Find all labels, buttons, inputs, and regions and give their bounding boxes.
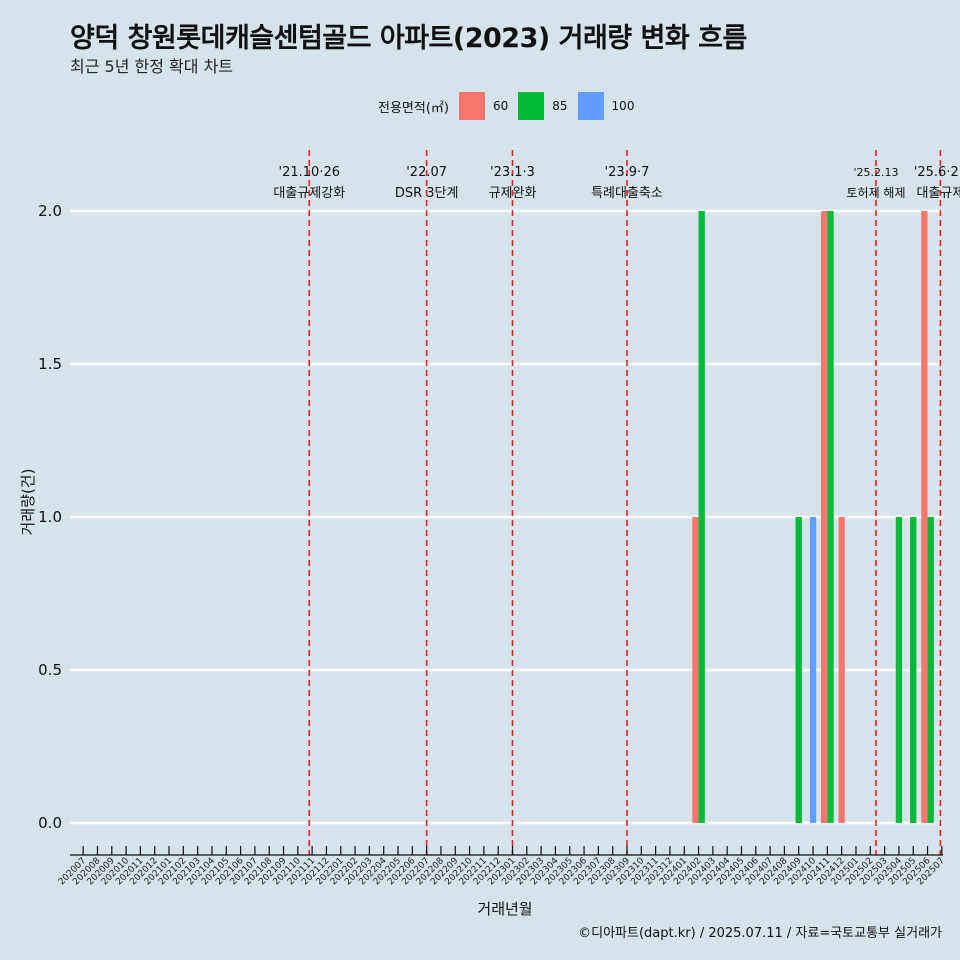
y-tick-label: 1.0	[38, 508, 62, 526]
bar-layer	[692, 211, 934, 823]
annotation-label: 토허제 해제	[847, 186, 906, 200]
annotation-date: '23.9·7	[605, 165, 650, 180]
y-tick-label: 0.0	[38, 814, 62, 832]
bar-60-202506	[921, 211, 928, 823]
annotation-label: DSR 3단계	[395, 186, 459, 201]
legend-item-60: 60	[458, 92, 509, 120]
bar-85-202411	[827, 211, 834, 823]
legend-label-85: 85	[552, 99, 568, 113]
y-axis-title: 거래량(건)	[19, 469, 37, 536]
annotation-label: 특례대출축소	[591, 186, 663, 201]
annotation-label: 규제완화	[489, 186, 537, 201]
x-axis-title: 거래년월	[477, 900, 532, 918]
bar-85-202409	[795, 517, 802, 823]
legend-swatch-100	[577, 92, 604, 120]
bar-60-202412	[838, 517, 845, 823]
annotation-date: '23.1·3	[490, 165, 535, 180]
bar-85-202505	[910, 517, 917, 823]
annotation-label: 대출규제강화	[273, 186, 345, 201]
chart-title: 양덕 창원롯데캐슬센텀골드 아파트(2023) 거래량 변화 흐름	[70, 23, 747, 54]
annotation-label: 대출규제	[916, 186, 960, 201]
legend-label-60: 60	[492, 99, 509, 113]
bar-60-202402	[692, 517, 699, 823]
annotation-date: '22.07	[406, 165, 447, 180]
bar-85-202402	[698, 211, 705, 823]
bar-100-202410	[809, 517, 817, 823]
legend-swatch-60	[458, 92, 485, 120]
bar-60-202411	[821, 211, 828, 823]
bar-85-202506	[927, 517, 934, 823]
legend-item-85: 85	[518, 92, 568, 120]
y-tick-label: 2.0	[38, 202, 62, 220]
chart-subtitle: 최근 5년 한정 확대 차트	[70, 57, 234, 76]
annotation-layer: '21.10·26 대출규제강화 '22.07 DSR 3단계 '23.1·3 규제완화 '…	[273, 150, 960, 855]
legend-swatch-85	[518, 92, 545, 120]
legend-label-100: 100	[611, 99, 635, 113]
y-tick-label: 0.5	[38, 661, 62, 679]
legend-item-100: 100	[577, 92, 635, 120]
annotation-date: '25.6·27	[914, 165, 960, 180]
annotation-date: '21.10·26	[279, 165, 340, 180]
source-caption: ©디아파트(dapt.kr) / 2025.07.11 / 자료=국토교통부 실…	[578, 926, 942, 941]
y-tick-label: 1.5	[38, 355, 62, 373]
legend-title: 전용면적(㎡)	[378, 100, 449, 116]
annotation-date: '25.2.13	[854, 166, 899, 179]
legend: 전용면적(㎡) 60 85 100	[378, 92, 644, 120]
bar-85-202504	[895, 517, 903, 823]
